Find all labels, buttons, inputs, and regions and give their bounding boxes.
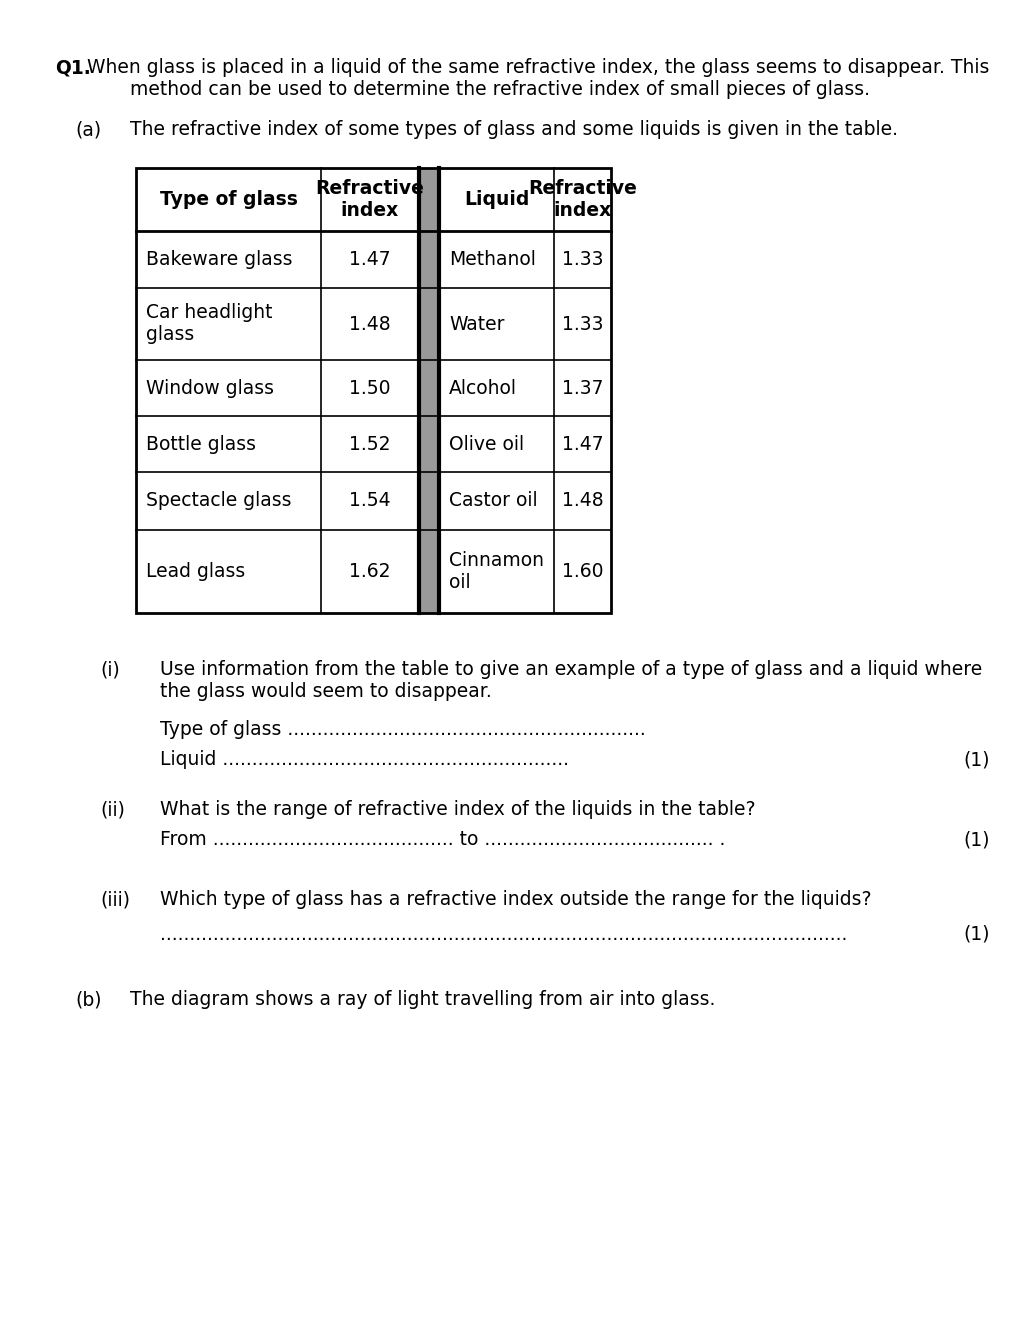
Text: Spectacle glass: Spectacle glass (146, 491, 291, 511)
Text: Bakeware glass: Bakeware glass (146, 249, 292, 269)
Text: When glass is placed in a liquid of the same refractive index, the glass seems t: When glass is placed in a liquid of the … (87, 58, 988, 77)
Text: Bottle glass: Bottle glass (146, 434, 256, 454)
Text: Water: Water (448, 314, 504, 334)
Text: 1.52: 1.52 (348, 434, 390, 454)
Text: 1.33: 1.33 (561, 314, 602, 334)
Text: Refractive
index: Refractive index (528, 180, 636, 220)
Text: Methanol: Methanol (448, 249, 535, 269)
Text: Use information from the table to give an example of a type of glass and a liqui: Use information from the table to give a… (160, 660, 981, 678)
Text: Liquid ...........................................................: Liquid .................................… (160, 750, 569, 770)
Text: The diagram shows a ray of light travelling from air into glass.: The diagram shows a ray of light travell… (129, 990, 714, 1008)
Text: (a): (a) (75, 120, 101, 139)
Text: 1.60: 1.60 (561, 562, 602, 581)
Text: From ......................................... to ..............................: From ...................................… (160, 830, 725, 849)
Text: Car headlight
glass: Car headlight glass (146, 304, 272, 345)
Text: Olive oil: Olive oil (448, 434, 524, 454)
Text: (ii): (ii) (100, 800, 124, 818)
Text: Which type of glass has a refractive index outside the range for the liquids?: Which type of glass has a refractive ind… (160, 890, 870, 909)
Text: Window glass: Window glass (146, 379, 274, 397)
Text: (1): (1) (963, 830, 989, 849)
Text: Type of glass: Type of glass (159, 190, 298, 209)
Text: 1.47: 1.47 (348, 249, 390, 269)
Text: (b): (b) (75, 990, 102, 1008)
Text: (i): (i) (100, 660, 119, 678)
Text: (1): (1) (963, 925, 989, 944)
Text: The refractive index of some types of glass and some liquids is given in the tab: The refractive index of some types of gl… (129, 120, 897, 139)
Text: 1.48: 1.48 (561, 491, 602, 511)
Text: 1.37: 1.37 (561, 379, 602, 397)
Bar (419, 168, 438, 612)
Text: Castor oil: Castor oil (448, 491, 537, 511)
Text: Cinnamon
oil: Cinnamon oil (448, 550, 543, 591)
Text: What is the range of refractive index of the liquids in the table?: What is the range of refractive index of… (160, 800, 755, 818)
Text: Alcohol: Alcohol (448, 379, 517, 397)
Text: Liquid: Liquid (464, 190, 529, 209)
Text: 1.50: 1.50 (348, 379, 390, 397)
Text: (iii): (iii) (100, 890, 129, 909)
Text: 1.62: 1.62 (348, 562, 390, 581)
Text: method can be used to determine the refractive index of small pieces of glass.: method can be used to determine the refr… (129, 81, 869, 99)
Text: ................................................................................: ........................................… (160, 925, 847, 944)
Text: (1): (1) (963, 750, 989, 770)
Text: 1.48: 1.48 (348, 314, 390, 334)
Bar (136, 168, 610, 612)
Text: Type of glass .............................................................: Type of glass ..........................… (160, 719, 645, 739)
Text: 1.33: 1.33 (561, 249, 602, 269)
Text: 1.54: 1.54 (348, 491, 390, 511)
Text: 1.47: 1.47 (561, 434, 602, 454)
Text: the glass would seem to disappear.: the glass would seem to disappear. (160, 682, 491, 701)
Text: Refractive
index: Refractive index (315, 180, 424, 220)
Text: Q1.: Q1. (55, 58, 91, 77)
Text: Lead glass: Lead glass (146, 562, 245, 581)
